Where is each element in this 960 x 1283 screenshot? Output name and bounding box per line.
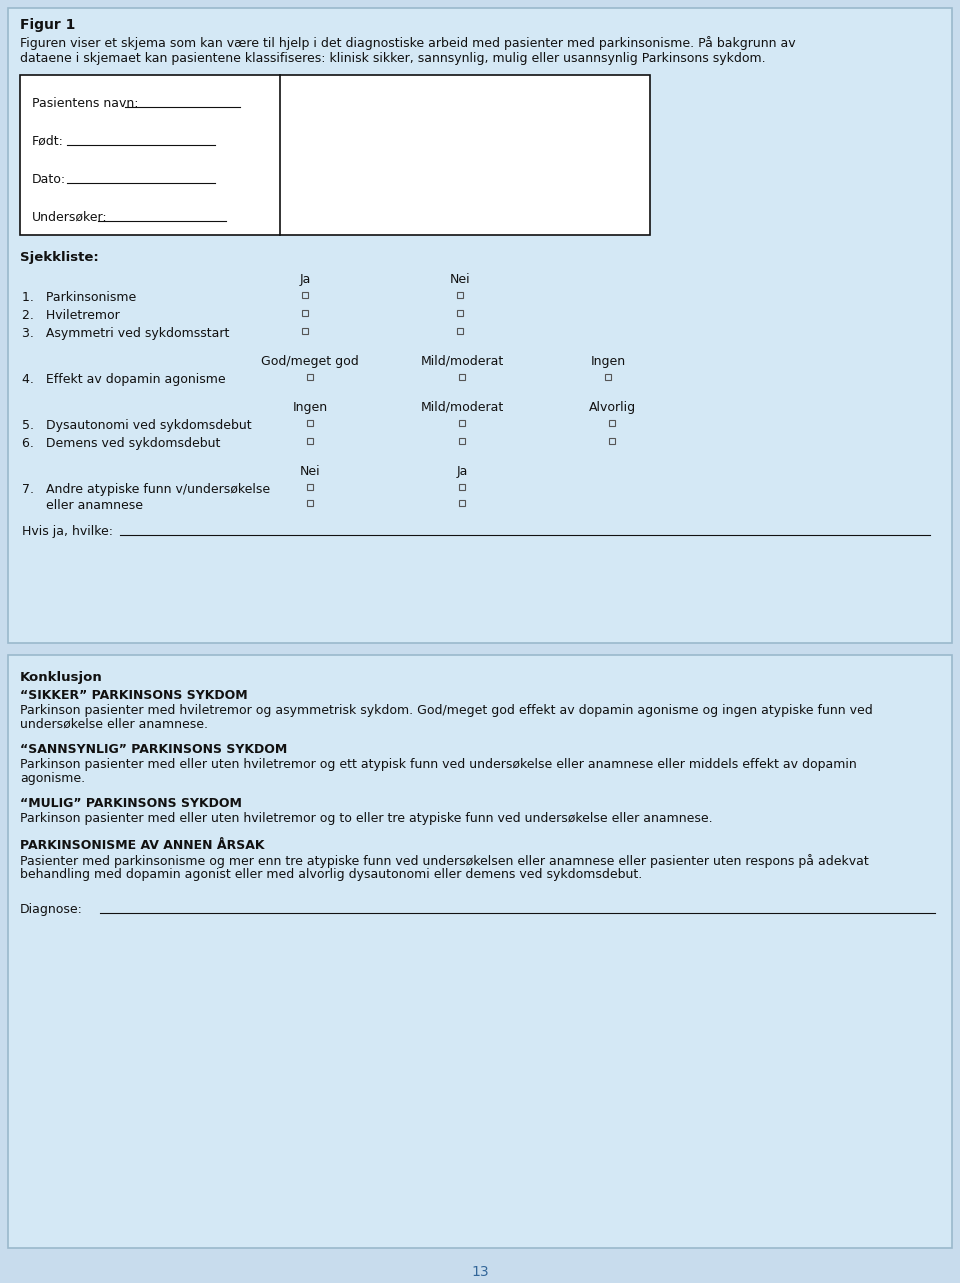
Bar (609, 438, 615, 444)
Text: Nei: Nei (449, 273, 470, 286)
Bar (457, 327, 464, 335)
Text: Figur 1: Figur 1 (20, 18, 76, 32)
Text: 7.   Andre atypiske funn v/undersøkelse: 7. Andre atypiske funn v/undersøkelse (22, 482, 270, 497)
Text: PARKINSONISME AV ANNEN ÅRSAK: PARKINSONISME AV ANNEN ÅRSAK (20, 839, 265, 852)
Bar (307, 484, 313, 490)
Bar (459, 438, 466, 444)
Text: Diagnose:: Diagnose: (20, 903, 83, 916)
Text: Parkinson pasienter med eller uten hviletremor og ett atypisk funn ved undersøke: Parkinson pasienter med eller uten hvile… (20, 758, 856, 771)
Text: Ja: Ja (456, 464, 468, 479)
Text: Ingen: Ingen (293, 402, 327, 414)
Text: undersøkelse eller anamnese.: undersøkelse eller anamnese. (20, 718, 208, 731)
Text: Dato:: Dato: (32, 173, 66, 186)
Bar (459, 500, 466, 507)
Text: eller anamnese: eller anamnese (22, 499, 143, 512)
Text: dataene i skjemaet kan pasientene klassifiseres: klinisk sikker, sannsynlig, mul: dataene i skjemaet kan pasientene klassi… (20, 53, 766, 65)
Text: 13: 13 (471, 1265, 489, 1279)
Text: Ingen: Ingen (590, 355, 626, 368)
Text: 6.   Demens ved sykdomsdebut: 6. Demens ved sykdomsdebut (22, 438, 221, 450)
Bar (8, 8, 952, 643)
Bar (301, 327, 308, 335)
Bar (459, 484, 466, 490)
Text: agonisme.: agonisme. (20, 772, 85, 785)
Text: Født:: Født: (32, 135, 64, 148)
Bar (459, 373, 466, 380)
Text: Mild/moderat: Mild/moderat (420, 355, 504, 368)
Text: Nei: Nei (300, 464, 321, 479)
Text: “MULIG” PARKINSONS SYKDOM: “MULIG” PARKINSONS SYKDOM (20, 797, 242, 810)
Text: Parkinson pasienter med hviletremor og asymmetrisk sykdom. God/meget god effekt : Parkinson pasienter med hviletremor og a… (20, 704, 873, 717)
Bar (307, 500, 313, 507)
Bar (459, 420, 466, 426)
Bar (457, 309, 464, 316)
Text: “SANNSYNLIG” PARKINSONS SYKDOM: “SANNSYNLIG” PARKINSONS SYKDOM (20, 743, 287, 756)
Bar (307, 373, 313, 380)
Text: Mild/moderat: Mild/moderat (420, 402, 504, 414)
Bar (605, 373, 612, 380)
Text: Hvis ja, hvilke:: Hvis ja, hvilke: (22, 525, 113, 538)
Text: Konklusjon: Konklusjon (20, 671, 103, 684)
Bar (307, 438, 313, 444)
Text: Undersøker:: Undersøker: (32, 210, 108, 225)
Text: Pasientens navn:: Pasientens navn: (32, 98, 138, 110)
Text: 3.   Asymmetri ved sykdomsstart: 3. Asymmetri ved sykdomsstart (22, 327, 229, 340)
Text: Pasienter med parkinsonisme og mer enn tre atypiske funn ved undersøkelsen eller: Pasienter med parkinsonisme og mer enn t… (20, 854, 869, 869)
Text: 5.   Dysautonomi ved sykdomsdebut: 5. Dysautonomi ved sykdomsdebut (22, 420, 252, 432)
Bar (609, 420, 615, 426)
Bar (20, 74, 650, 235)
Text: God/meget god: God/meget god (261, 355, 359, 368)
Bar (307, 420, 313, 426)
Text: 1.   Parkinsonisme: 1. Parkinsonisme (22, 291, 136, 304)
Text: Alvorlig: Alvorlig (588, 402, 636, 414)
Text: “SIKKER” PARKINSONS SYKDOM: “SIKKER” PARKINSONS SYKDOM (20, 689, 248, 702)
Text: 4.   Effekt av dopamin agonisme: 4. Effekt av dopamin agonisme (22, 373, 226, 386)
Text: Parkinson pasienter med eller uten hviletremor og to eller tre atypiske funn ved: Parkinson pasienter med eller uten hvile… (20, 812, 712, 825)
Bar (8, 656, 952, 1248)
Text: Sjekkliste:: Sjekkliste: (20, 251, 99, 264)
Text: Ja: Ja (300, 273, 311, 286)
Text: 2.   Hviletremor: 2. Hviletremor (22, 309, 120, 322)
Bar (301, 309, 308, 316)
Text: behandling med dopamin agonist eller med alvorlig dysautonomi eller demens ved s: behandling med dopamin agonist eller med… (20, 869, 642, 881)
Text: Figuren viser et skjema som kan være til hjelp i det diagnostiske arbeid med pas: Figuren viser et skjema som kan være til… (20, 36, 796, 50)
Bar (301, 291, 308, 298)
Bar (457, 291, 464, 298)
